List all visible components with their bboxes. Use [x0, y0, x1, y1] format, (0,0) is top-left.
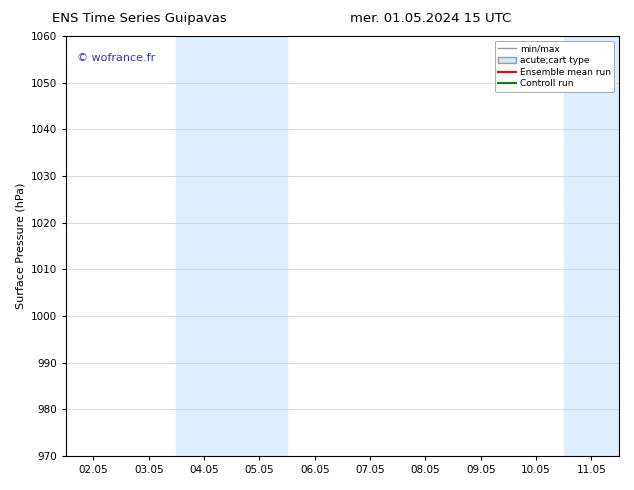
- Text: © wofrance.fr: © wofrance.fr: [77, 53, 155, 63]
- Text: mer. 01.05.2024 15 UTC: mer. 01.05.2024 15 UTC: [351, 12, 512, 25]
- Y-axis label: Surface Pressure (hPa): Surface Pressure (hPa): [15, 183, 25, 309]
- Text: ENS Time Series Guipavas: ENS Time Series Guipavas: [52, 12, 227, 25]
- Legend: min/max, acute;cart type, Ensemble mean run, Controll run: min/max, acute;cart type, Ensemble mean …: [495, 41, 614, 92]
- Bar: [564, 36, 634, 456]
- Bar: [176, 36, 287, 456]
